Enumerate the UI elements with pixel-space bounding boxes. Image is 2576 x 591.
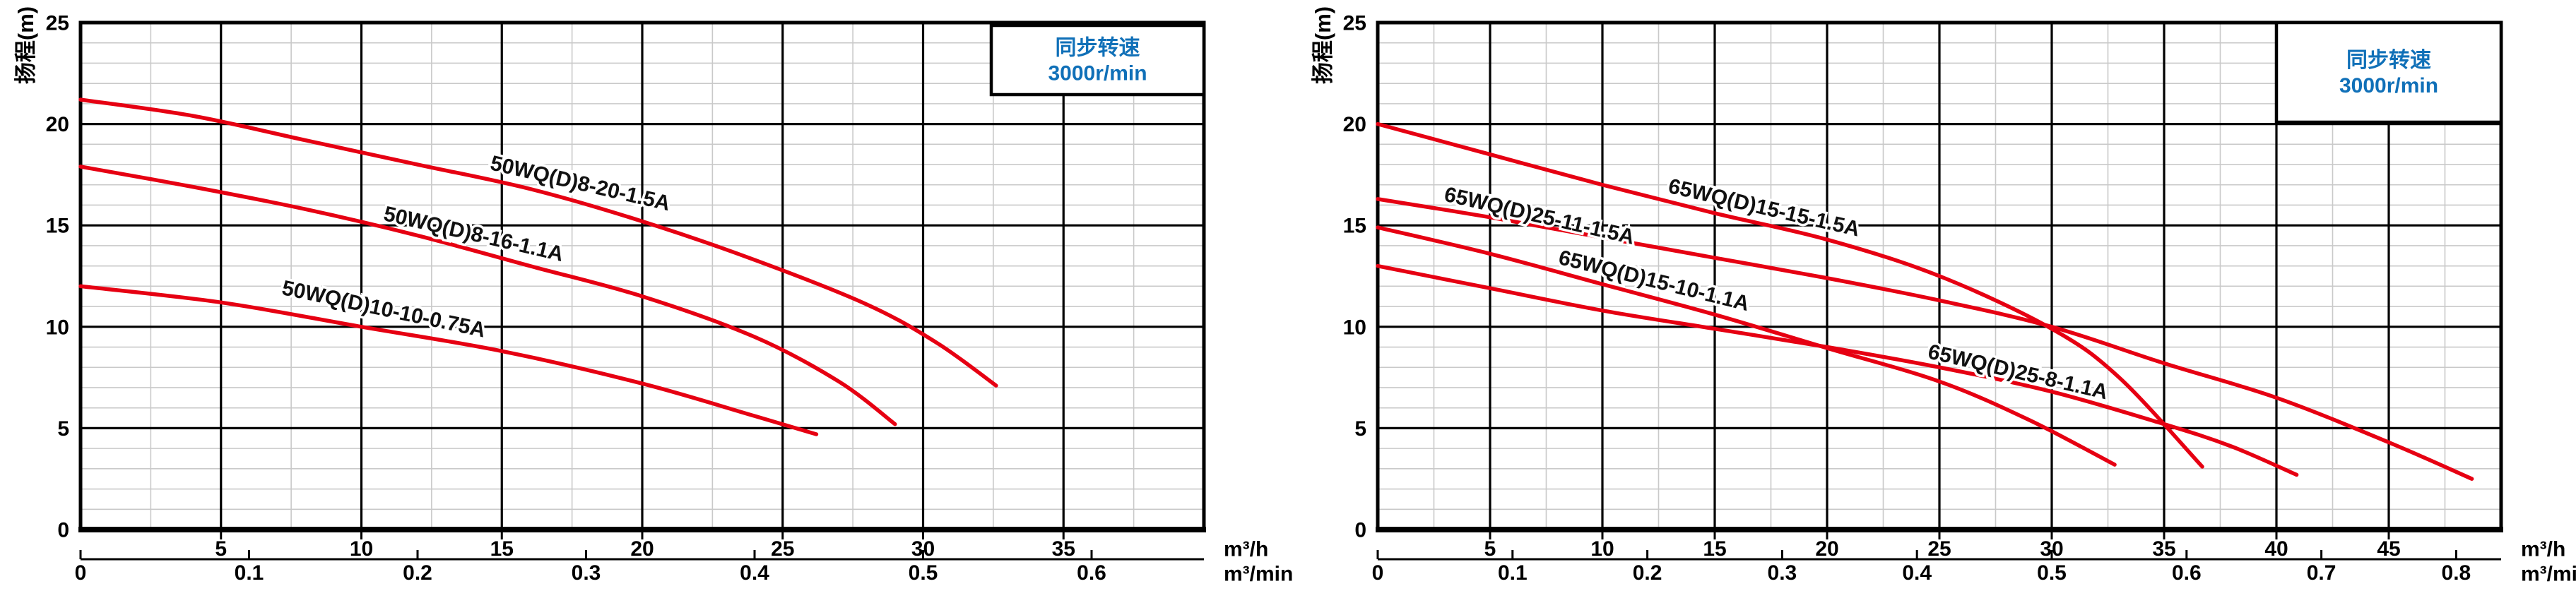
legend-text: 3000r/min	[2339, 74, 2438, 97]
x-axis2-unit-label: m³/min	[1224, 563, 1293, 586]
x-axis2-tick-label: 0.3	[1768, 561, 1797, 585]
x-tick-label: 35	[2152, 537, 2175, 561]
x-tick-label: 5	[215, 537, 227, 561]
y-axis-title: 扬程(m)	[13, 6, 38, 84]
x-tick-label: 20	[630, 537, 654, 561]
curve-50WQ(D)8-20-1.5A	[78, 97, 998, 388]
y-tick-label: 20	[46, 113, 69, 136]
x-tick-label: 20	[1815, 537, 1838, 561]
x-axis2-tick-label: 0.5	[909, 561, 938, 585]
y-tick-label: 25	[1343, 12, 1366, 35]
curve-50WQ(D)8-16-1.1A	[78, 165, 897, 426]
x-axis2-tick-label: 0.4	[1902, 561, 1932, 585]
x-tick-label: 15	[1703, 537, 1726, 561]
x-axis2-tick-label: 0	[1372, 561, 1384, 585]
x-tick-label: 35	[1052, 537, 1075, 561]
x-axis2-unit-label: m³/min	[2521, 563, 2576, 586]
curve-65WQ(D)25-8-1.1A	[1376, 263, 2299, 477]
x-axis2-tick-label: 0.6	[2172, 561, 2202, 585]
legend-box	[2274, 20, 2503, 124]
y-tick-label: 25	[46, 12, 69, 35]
x-tick-label: 25	[1927, 537, 1951, 561]
x-tick-label: 5	[1484, 537, 1496, 561]
x-axis2-tick-label: 0.1	[235, 561, 264, 585]
y-axis-title: 扬程(m)	[1311, 6, 1335, 84]
y-tick-label: 5	[57, 417, 69, 441]
x-axis-unit-label: m³/h	[2521, 538, 2565, 561]
legend-box	[989, 23, 1206, 97]
x-axis2-tick-label: 0.3	[572, 561, 601, 585]
x-axis2-tick-label: 0.5	[2037, 561, 2067, 585]
y-tick-label: 20	[1343, 113, 1366, 136]
x-tick-label: 40	[2264, 537, 2288, 561]
curve-50WQ(D)10-10-0.75A	[78, 284, 819, 436]
x-axis2-tick-label: 0.6	[1077, 561, 1106, 585]
y-tick-label: 0	[1354, 519, 1366, 542]
legend-text: 3000r/min	[1048, 62, 1147, 85]
y-tick-label: 10	[1343, 316, 1366, 339]
y-tick-label: 10	[46, 316, 69, 339]
y-tick-label: 15	[46, 215, 69, 238]
curve-65WQ(D)15-15-1.5A	[1376, 121, 2204, 469]
curve-65WQ(D)25-11-1.5A	[1376, 197, 2474, 481]
legend-text: 同步转速	[2346, 49, 2431, 72]
curve-65WQ(D)15-10-1.1A	[1376, 225, 2117, 467]
x-axis2-tick-label: 0	[75, 561, 87, 585]
y-tick-label: 5	[1354, 417, 1366, 441]
x-tick-label: 10	[350, 537, 373, 561]
x-tick-label: 10	[1590, 537, 1614, 561]
x-axis2-tick-label: 0.1	[1498, 561, 1528, 585]
x-tick-label: 25	[771, 537, 794, 561]
x-tick-label: 45	[2377, 537, 2400, 561]
x-axis2-tick-label: 0.4	[740, 561, 769, 585]
x-axis2-tick-label: 0.2	[1633, 561, 1662, 585]
legend-text: 同步转速	[1056, 37, 1140, 60]
x-axis2-tick-label: 0.7	[2307, 561, 2336, 585]
x-tick-label: 15	[490, 537, 514, 561]
y-tick-label: 0	[57, 519, 69, 542]
y-tick-label: 15	[1343, 215, 1366, 238]
x-axis2-tick-label: 0.8	[2442, 561, 2471, 585]
x-axis-unit-label: m³/h	[1224, 538, 1268, 561]
x-axis2-tick-label: 0.2	[403, 561, 432, 585]
